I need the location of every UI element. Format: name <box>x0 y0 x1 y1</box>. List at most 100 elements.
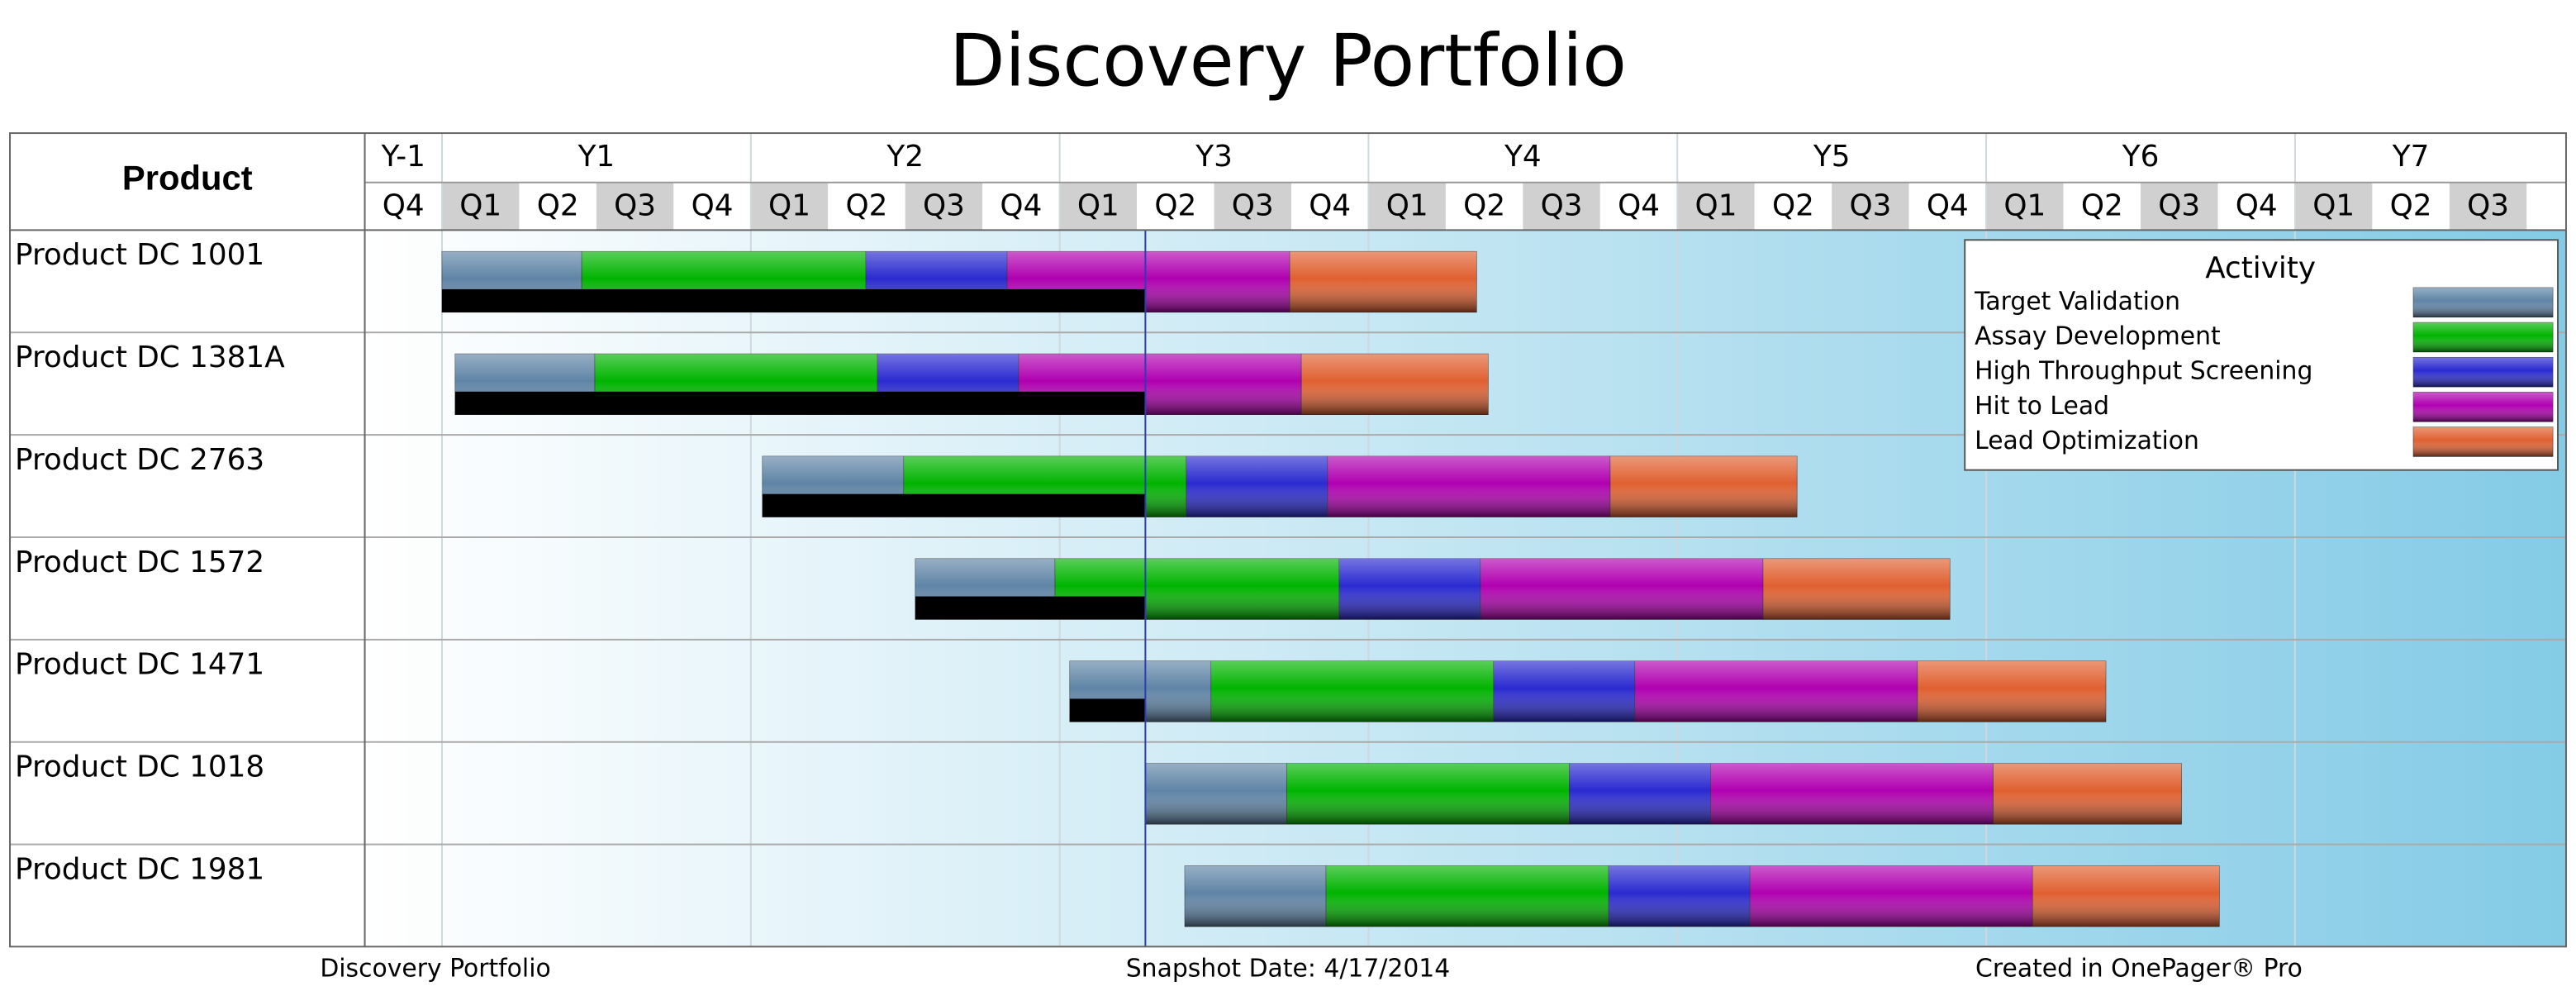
quarter-label: Q3 <box>2158 189 2200 223</box>
quarter-label: Q1 <box>1386 189 1428 223</box>
product-name: Product DC 1001 <box>15 238 264 272</box>
quarter-label: Q3 <box>2467 189 2509 223</box>
quarter-label: Q4 <box>383 189 425 223</box>
bar-shade <box>1286 763 1570 825</box>
bar-shade <box>1327 455 1610 517</box>
bar-shade <box>1710 763 1994 825</box>
legend-label: Lead Optimization <box>1975 426 2199 455</box>
quarter-cell <box>1137 182 1214 231</box>
quarter-cell <box>982 182 1060 231</box>
progress-bar <box>1069 698 1146 722</box>
bar-shade <box>1609 865 1751 927</box>
year-label: Y4 <box>1504 140 1542 174</box>
year-label: Y-1 <box>381 140 425 174</box>
quarter-label: Q4 <box>692 189 734 223</box>
bar-shade <box>1326 865 1609 927</box>
bar-shade <box>1338 558 1480 620</box>
quarter-label: Q1 <box>2312 189 2355 223</box>
quarter-cell <box>519 182 596 231</box>
quarter-cell <box>1754 182 1832 231</box>
legend-swatch-shade <box>2413 287 2554 317</box>
quarter-label: Q3 <box>614 189 656 223</box>
legend-label: Assay Development <box>1975 322 2221 351</box>
quarter-cell <box>905 182 983 231</box>
quarter-label: Q1 <box>2003 189 2046 223</box>
quarter-label: Q2 <box>1772 189 1814 223</box>
quarter-label: Q2 <box>1463 189 1505 223</box>
quarter-label: Q1 <box>768 189 810 223</box>
bar-shade <box>1917 660 2106 722</box>
bar-shade <box>1145 763 1287 825</box>
quarter-cell <box>1832 182 1909 231</box>
quarter-label: Q4 <box>1618 189 1660 223</box>
quarter-label: Q2 <box>846 189 888 223</box>
product-name: Product DC 1381A <box>15 341 285 374</box>
bar-shade <box>1634 660 1918 722</box>
product-name: Product DC 1572 <box>15 546 264 579</box>
quarter-cell <box>673 182 751 231</box>
quarter-label: Q2 <box>2081 189 2123 223</box>
bar-shade <box>1750 865 2033 927</box>
overlay: Activity Target Validation Assay Developm… <box>1964 239 2559 471</box>
product-name: Product DC 1471 <box>15 648 264 682</box>
quarter-label: Q3 <box>1541 189 1583 223</box>
progress-bar <box>762 493 1146 517</box>
bar-shade <box>1186 455 1328 517</box>
legend-label: Hit to Lead <box>1975 392 2109 421</box>
year-label: Y6 <box>2122 140 2160 174</box>
bar-shade <box>1480 558 1764 620</box>
footer-left: Discovery Portfolio <box>320 955 550 984</box>
bar-shade <box>1185 865 1327 927</box>
bar-shade <box>1763 558 1951 620</box>
quarter-cell <box>2372 182 2450 231</box>
legend-swatch-shade <box>2413 322 2554 352</box>
quarter-label: Q4 <box>1927 189 1969 223</box>
quarter-cell <box>441 182 520 231</box>
quarter-cell <box>1059 182 1138 231</box>
quarter-cell <box>750 182 829 231</box>
quarter-label: Q2 <box>1154 189 1196 223</box>
bar-shade <box>1569 763 1711 825</box>
quarter-cell <box>1908 182 1987 231</box>
quarter-cell <box>1523 182 1600 231</box>
bar-shade <box>1210 660 1494 722</box>
bar-shade <box>1609 455 1798 517</box>
quarter-cell <box>1986 182 2064 231</box>
quarter-cell <box>2141 182 2218 231</box>
quarter-label: Q3 <box>923 189 965 223</box>
legend-swatch-shade <box>2413 357 2554 388</box>
quarter-cell <box>2063 182 2141 231</box>
progress-bar <box>454 391 1146 415</box>
quarter-cell <box>1445 182 1523 231</box>
legend-title: Activity <box>2205 251 2316 285</box>
quarter-cell <box>1599 182 1678 231</box>
bar-shade <box>1993 763 2182 825</box>
quarter-label: Q1 <box>459 189 501 223</box>
quarter-label: Q4 <box>2236 189 2278 223</box>
bar-shade <box>2032 865 2220 927</box>
quarter-cell <box>2294 182 2373 231</box>
legend-label: Target Validation <box>1974 287 2180 316</box>
quarter-cell <box>1677 182 1755 231</box>
bar-shade <box>1290 251 1477 312</box>
legend-swatch-shade <box>2413 392 2554 422</box>
bar-shade <box>1493 660 1635 722</box>
product-name: Product DC 1981 <box>15 852 264 886</box>
quarter-label: Q4 <box>1000 189 1042 223</box>
footer-right: Created in OnePager® Pro <box>1975 955 2303 984</box>
legend-swatch-shade <box>2413 426 2554 457</box>
progress-bar <box>441 288 1146 312</box>
year-label: Y5 <box>1813 140 1851 174</box>
quarter-cell <box>1214 182 1292 231</box>
year-label: Y3 <box>1195 140 1233 174</box>
progress-bar <box>915 596 1146 620</box>
product-header: Product <box>122 159 253 198</box>
bar-shade <box>1301 354 1489 415</box>
year-label: Y1 <box>577 140 615 174</box>
quarter-label: Q1 <box>1077 189 1119 223</box>
table-border <box>9 132 2567 948</box>
quarter-label: Q4 <box>1309 189 1351 223</box>
footer-center: Snapshot Date: 4/17/2014 <box>1126 955 1450 984</box>
